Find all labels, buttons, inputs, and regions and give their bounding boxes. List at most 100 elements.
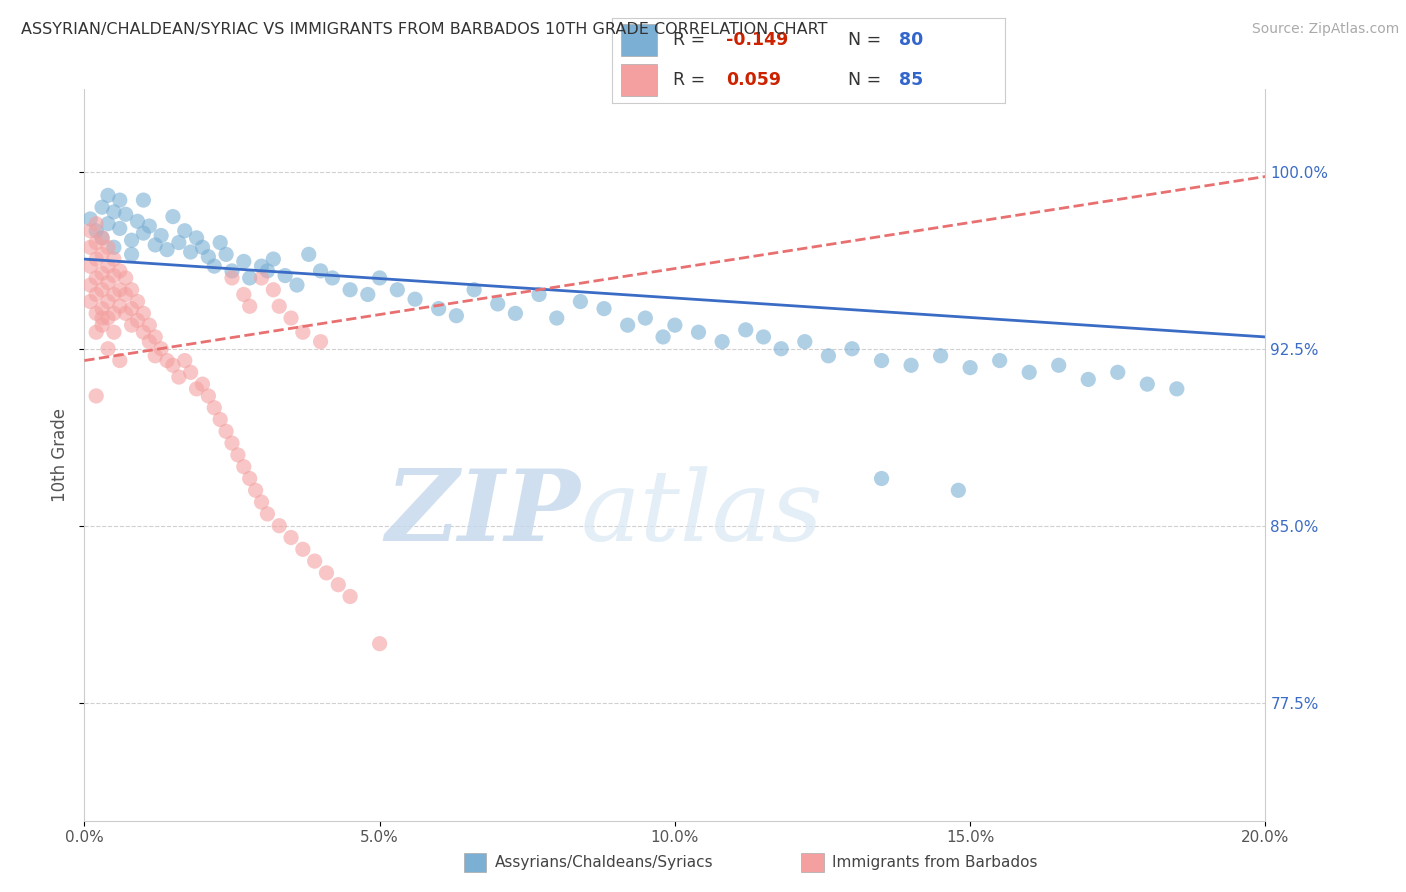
Point <box>232 254 254 268</box>
Point <box>593 301 616 316</box>
Point <box>84 224 107 238</box>
Point <box>339 590 361 604</box>
Point <box>186 382 208 396</box>
Point <box>191 377 214 392</box>
Text: Immigrants from Barbados: Immigrants from Barbados <box>832 855 1038 870</box>
Point <box>929 349 952 363</box>
Point <box>527 287 550 301</box>
Point <box>239 299 262 313</box>
Text: ZIP: ZIP <box>385 466 581 562</box>
Point <box>215 425 238 439</box>
Point <box>180 245 202 260</box>
Point <box>948 483 970 498</box>
Point <box>274 268 297 283</box>
Point <box>103 252 125 266</box>
Point <box>167 370 190 384</box>
Point <box>97 188 120 202</box>
Point <box>634 311 657 326</box>
Point <box>197 389 219 403</box>
Point <box>202 401 225 415</box>
Point <box>108 353 131 368</box>
Point <box>900 358 922 372</box>
Point <box>127 294 149 309</box>
Point <box>1077 372 1099 386</box>
Point <box>84 235 107 250</box>
Point <box>173 224 195 238</box>
Point <box>309 334 332 349</box>
Point <box>250 259 273 273</box>
Point <box>221 264 243 278</box>
Point <box>652 330 675 344</box>
Point <box>734 323 756 337</box>
Point <box>127 214 149 228</box>
Point <box>97 240 120 254</box>
Point <box>138 334 160 349</box>
Point <box>232 287 254 301</box>
Point <box>1018 365 1040 379</box>
Point <box>84 389 107 403</box>
Point <box>988 353 1011 368</box>
Point <box>150 342 173 356</box>
Point <box>121 283 143 297</box>
Y-axis label: 10th Grade: 10th Grade <box>51 408 69 502</box>
Point <box>108 221 131 235</box>
Point <box>156 353 179 368</box>
Point <box>339 283 361 297</box>
Point <box>103 268 125 283</box>
Point <box>505 306 527 320</box>
Point <box>328 577 350 591</box>
Point <box>321 271 343 285</box>
Point <box>162 358 184 372</box>
Point <box>616 318 638 333</box>
Text: -0.149: -0.149 <box>725 31 787 49</box>
Point <box>387 283 409 297</box>
Point <box>298 247 321 261</box>
Point <box>167 235 190 250</box>
Point <box>1047 358 1070 372</box>
Point <box>446 309 468 323</box>
Point <box>132 306 155 320</box>
Text: 80: 80 <box>898 31 924 49</box>
Point <box>91 231 114 245</box>
Point <box>84 287 107 301</box>
Point <box>262 252 284 266</box>
Point <box>91 247 114 261</box>
Text: Assyrians/Chaldeans/Syriacs: Assyrians/Chaldeans/Syriacs <box>495 855 713 870</box>
Point <box>269 518 291 533</box>
Point <box>569 294 592 309</box>
Point <box>315 566 337 580</box>
Point <box>108 193 131 207</box>
Point <box>202 259 225 273</box>
Point <box>180 365 202 379</box>
Point <box>770 342 793 356</box>
Point <box>103 205 125 219</box>
Text: ASSYRIAN/CHALDEAN/SYRIAC VS IMMIGRANTS FROM BARBADOS 10TH GRADE CORRELATION CHAR: ASSYRIAN/CHALDEAN/SYRIAC VS IMMIGRANTS F… <box>21 22 828 37</box>
Point <box>250 495 273 509</box>
Point <box>173 353 195 368</box>
Text: atlas: atlas <box>581 466 823 561</box>
Point <box>103 240 125 254</box>
Point <box>132 226 155 240</box>
Point <box>191 240 214 254</box>
Point <box>143 330 166 344</box>
Point <box>245 483 267 498</box>
Point <box>486 297 509 311</box>
Point <box>870 353 893 368</box>
Point <box>309 264 332 278</box>
Point <box>1166 382 1188 396</box>
Point <box>138 318 160 333</box>
Text: 0.059: 0.059 <box>725 70 780 88</box>
Point <box>162 210 184 224</box>
Point <box>664 318 686 333</box>
Point <box>97 311 120 326</box>
Point <box>79 294 101 309</box>
FancyBboxPatch shape <box>621 24 657 56</box>
Point <box>84 271 107 285</box>
Point <box>186 231 208 245</box>
Point <box>404 292 426 306</box>
Text: N =: N = <box>848 31 887 49</box>
Point <box>108 283 131 297</box>
Point <box>546 311 568 326</box>
Point <box>959 360 981 375</box>
Point <box>114 287 136 301</box>
